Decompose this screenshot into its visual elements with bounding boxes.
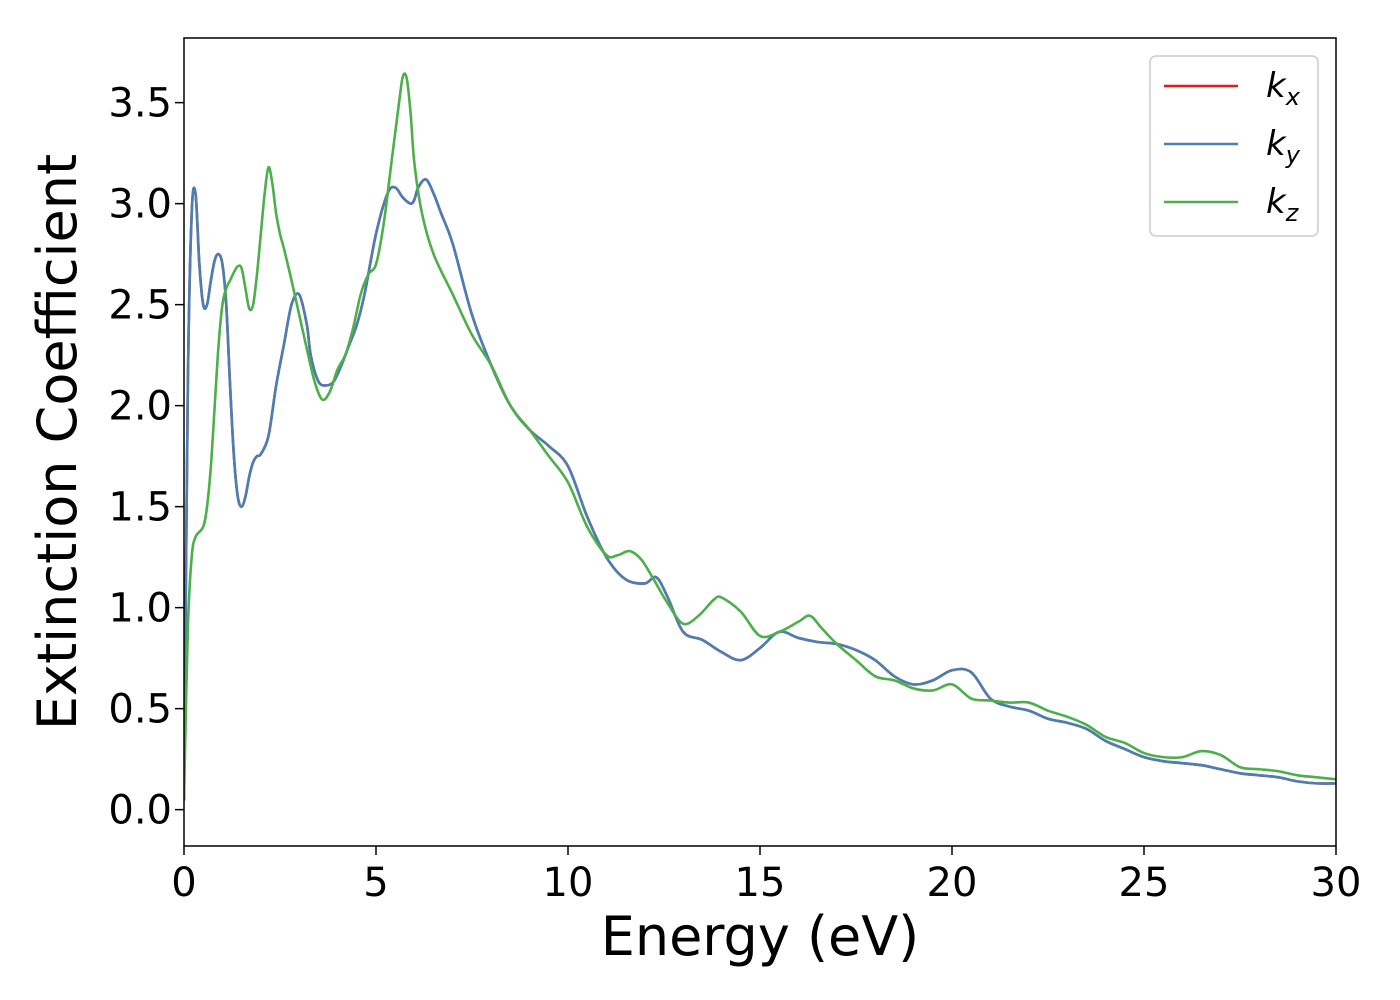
y-axis: 0.0 0.5 1.0 1.5 2.0 2.5 3.0 3.5	[108, 81, 184, 834]
x-tick-label: 10	[543, 860, 594, 906]
x-tick-label: 25	[1119, 860, 1170, 906]
y-tick-label: 0.5	[108, 687, 172, 733]
legend-box	[1149, 55, 1319, 237]
x-tick-label: 15	[735, 860, 786, 906]
series-line-kx	[184, 178, 1336, 801]
y-tick-label: 1.0	[108, 586, 172, 632]
y-tick-label: 2.5	[108, 283, 172, 329]
y-axis-label: Extinction Coefficient	[26, 154, 89, 730]
series-line-kz	[184, 72, 1336, 801]
y-tick-label: 3.0	[108, 182, 172, 228]
y-tick-label: 3.5	[108, 81, 172, 127]
x-tick-label: 30	[1311, 860, 1362, 906]
x-axis-label: Energy (eV)	[601, 905, 920, 968]
x-tick-label: 20	[927, 860, 978, 906]
x-tick-label: 5	[363, 860, 388, 906]
y-tick-label: 0.0	[108, 788, 172, 834]
series-layer	[184, 72, 1336, 801]
series-line-ky	[184, 178, 1336, 801]
y-tick-label: 2.0	[108, 384, 172, 430]
x-axis: 0 5 10 15 20 25 30	[171, 846, 1361, 906]
y-tick-label: 1.5	[108, 485, 172, 531]
x-tick-label: 0	[171, 860, 196, 906]
